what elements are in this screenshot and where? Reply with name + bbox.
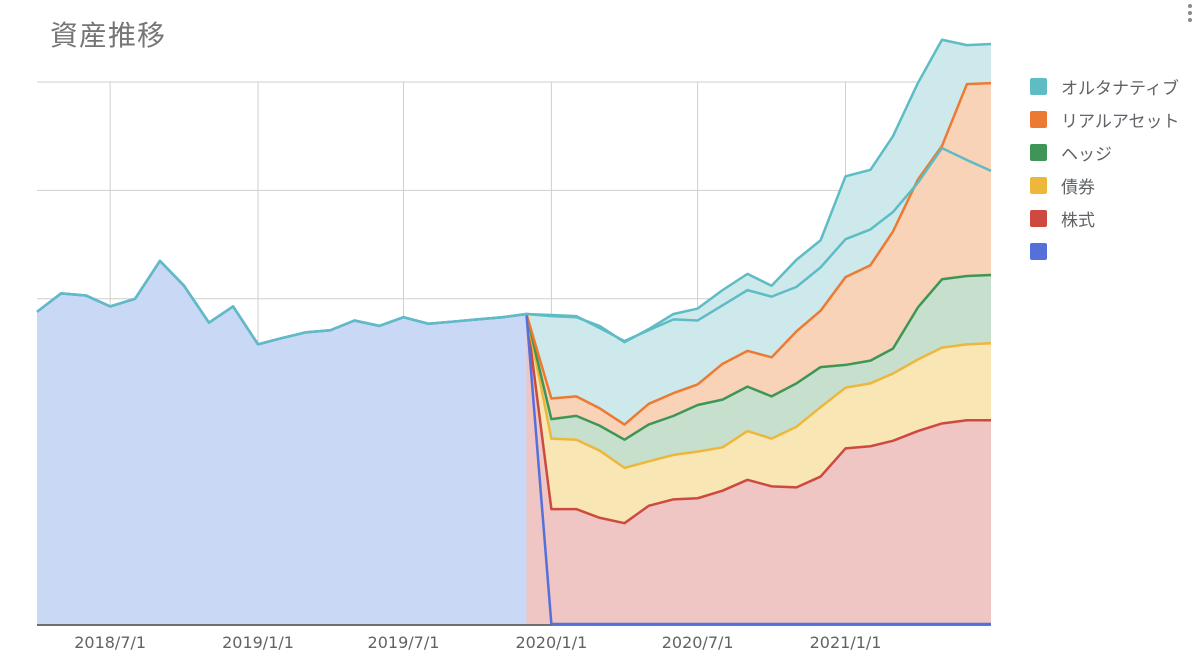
legend: オルタナティブ リアルアセット ヘッジ債券株式 <box>1030 70 1180 268</box>
series-lines <box>36 38 992 626</box>
series-area <box>526 313 991 524</box>
x-axis-ticks: 2018/7/1 2019/1/1 2019/7/1 2020/1/1 2020/7/1… <box>74 633 881 652</box>
legend-item[interactable] <box>1030 235 1180 268</box>
series-line <box>525 313 992 470</box>
legend-label: 債券 <box>1061 178 1095 198</box>
x-tick-label: 2019/1/1 <box>222 633 294 652</box>
legend-label: リアルアセット <box>1061 112 1180 132</box>
more-options-icon[interactable] <box>1186 4 1194 25</box>
chart-title: 資産推移 <box>50 19 167 52</box>
x-tick-label: 2020/7/1 <box>662 633 734 652</box>
series-line <box>525 313 991 525</box>
legend-item[interactable]: リアルアセット <box>1030 103 1180 136</box>
legend-swatch <box>1030 210 1047 227</box>
legend-label: ヘッジ <box>1061 145 1112 165</box>
legend-swatch <box>1030 177 1047 194</box>
series-area <box>526 313 991 624</box>
legend-label: 株式 <box>1061 211 1095 231</box>
x-tick-label: 2019/7/1 <box>368 633 440 652</box>
area-chart: 2018/7/1 2019/1/1 2019/7/1 2020/1/1 2020/7/1… <box>36 38 992 652</box>
series-line <box>525 273 992 441</box>
x-tick-label: 2021/1/1 <box>810 633 882 652</box>
series-area <box>526 39 991 425</box>
series-area <box>526 83 991 440</box>
legend-label: オルタナティブ <box>1061 79 1179 99</box>
legend-item[interactable]: ヘッジ <box>1030 136 1180 169</box>
x-tick-label: 2020/1/1 <box>515 633 587 652</box>
legend-item[interactable]: 債券 <box>1030 169 1180 202</box>
series-line <box>526 38 992 344</box>
total-area <box>37 260 552 624</box>
overall-total-line <box>36 146 992 346</box>
legend-item[interactable]: オルタナティブ <box>1030 70 1180 103</box>
legend-swatch <box>1030 111 1047 128</box>
legend-swatch <box>1030 243 1047 260</box>
series-area <box>526 274 991 468</box>
legend-item[interactable]: 株式 <box>1030 202 1180 235</box>
legend-swatch <box>1030 144 1047 161</box>
legend-swatch <box>1030 78 1047 95</box>
series-areas <box>37 39 991 624</box>
x-tick-label: 2018/7/1 <box>74 633 146 652</box>
